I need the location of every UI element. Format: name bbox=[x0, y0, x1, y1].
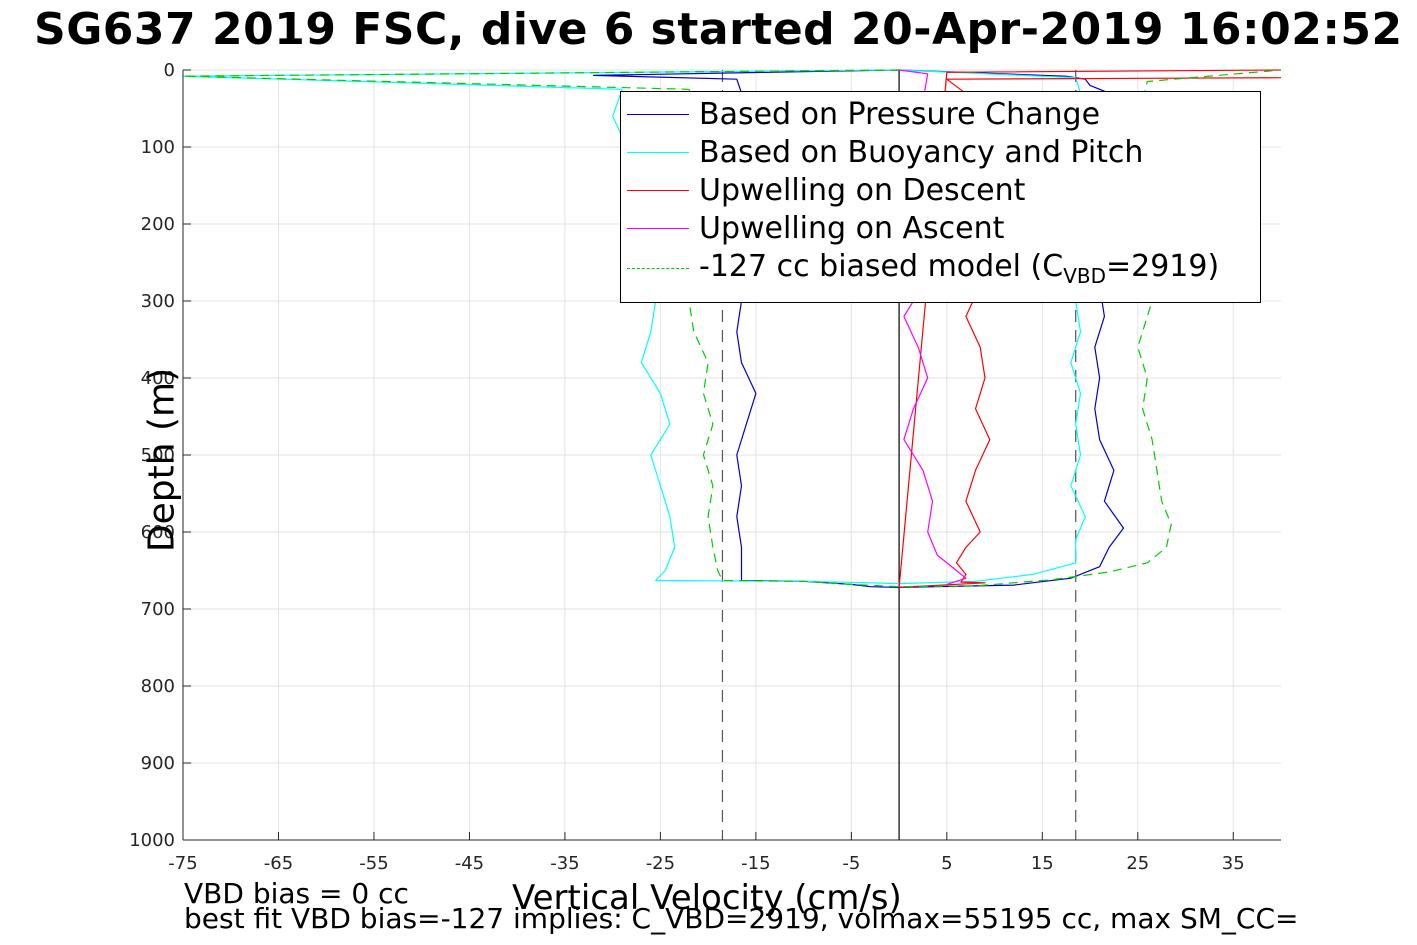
legend-item-upwelling-ascent: Upwelling on Ascent bbox=[627, 210, 1004, 246]
legend-label-subscript: VBD bbox=[1063, 263, 1106, 288]
chart-title: SG637 2019 FSC, dive 6 started 20-Apr-20… bbox=[34, 4, 1403, 55]
vbd-bias-note: VBD bias = 0 cc bbox=[184, 877, 409, 910]
legend-item-biased-model: -127 cc biased model (CVBD=2919) bbox=[627, 249, 1219, 288]
legend-label: Upwelling on Descent bbox=[699, 172, 1026, 208]
legend-label-suffix: =2919) bbox=[1106, 248, 1220, 284]
x-tick-label: 5 bbox=[941, 853, 952, 874]
x-tick-label: -45 bbox=[455, 853, 484, 874]
legend-label: Based on Pressure Change bbox=[699, 96, 1101, 132]
x-tick-label: -35 bbox=[550, 853, 579, 874]
y-tick-label: 900 bbox=[141, 753, 175, 774]
legend-item-pressure-change: Based on Pressure Change bbox=[627, 96, 1100, 132]
legend-label: -127 cc biased model (CVBD=2919) bbox=[699, 249, 1219, 288]
x-tick-label: -5 bbox=[842, 853, 860, 874]
y-tick-label: 800 bbox=[141, 676, 175, 697]
legend-item-buoyancy-pitch: Based on Buoyancy and Pitch bbox=[627, 134, 1143, 170]
y-axis-label: Depth (m) bbox=[141, 367, 183, 553]
x-tick-label: 15 bbox=[1031, 853, 1054, 874]
x-tick-label: -25 bbox=[646, 853, 675, 874]
y-tick-label: 400 bbox=[141, 368, 175, 389]
legend-label: Based on Buoyancy and Pitch bbox=[699, 134, 1144, 170]
y-tick-label: 1000 bbox=[129, 830, 175, 851]
legend-swatch bbox=[627, 151, 689, 153]
y-tick-label: 300 bbox=[141, 291, 175, 312]
best-fit-note: best fit VBD bias=-127 implies: C_VBD=29… bbox=[184, 902, 1299, 935]
x-tick-label: 35 bbox=[1222, 853, 1245, 874]
x-tick-label: -65 bbox=[264, 853, 293, 874]
y-tick-label: 200 bbox=[141, 214, 175, 235]
y-tick-label: 100 bbox=[141, 137, 175, 158]
legend-label: Upwelling on Ascent bbox=[699, 210, 1005, 246]
y-tick-label: 0 bbox=[164, 60, 175, 81]
legend-item-upwelling-descent: Upwelling on Descent bbox=[627, 172, 1025, 208]
y-tick-label: 700 bbox=[141, 599, 175, 620]
x-tick-label: -75 bbox=[168, 853, 197, 874]
y-tick-label: 600 bbox=[141, 522, 175, 543]
legend-swatch bbox=[627, 189, 689, 191]
tick-labels: -75 -65 -55 -45 -35 -25 -15 -5 5 15 25 350100200300… bbox=[129, 60, 1245, 874]
x-tick-label: -15 bbox=[741, 853, 770, 874]
legend-label-main: -127 cc biased model (C bbox=[699, 248, 1064, 284]
x-tick-label: 25 bbox=[1126, 853, 1149, 874]
x-tick-label: -55 bbox=[359, 853, 388, 874]
x-axis-label: Vertical Velocity (cm/s) bbox=[512, 878, 902, 918]
legend-swatch bbox=[627, 227, 689, 229]
legend-swatch bbox=[627, 267, 689, 269]
legend-swatch bbox=[627, 113, 689, 115]
legend: Based on Pressure Change Based on Buoyan… bbox=[620, 91, 1261, 303]
y-tick-label: 500 bbox=[141, 445, 175, 466]
axes bbox=[182, 69, 1281, 841]
